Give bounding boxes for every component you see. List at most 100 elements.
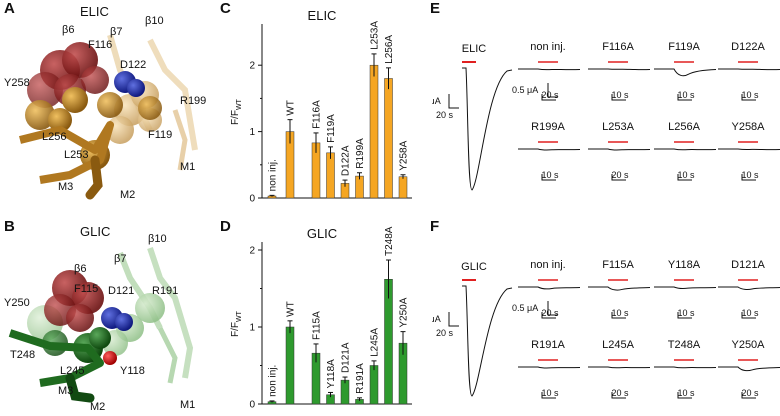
label-f119: F119 [148,129,172,141]
current-trace [654,366,717,369]
time-scale-label: 10 s [741,308,759,318]
panel-letter-a: A [4,0,15,17]
label-y258: Y258 [4,77,30,89]
current-trace [718,148,780,151]
glic-red-atom [103,351,117,365]
big-current-trace [462,285,513,397]
elic-m3-helix [19,121,114,184]
trace-label: R191A [531,339,565,351]
y-tick-label: 0 [249,194,255,205]
time-scale-bar [677,174,692,181]
time-scale-bar [741,392,756,399]
time-scale-label: 10 s [541,170,559,180]
current-trace [654,286,717,289]
bar-label: Y250A [399,297,410,327]
label-r199: R199 [180,95,206,107]
trace-label: L253A [602,121,634,133]
elic-beta10-strand [147,38,198,151]
label-d122: D122 [120,59,146,71]
big-current-trace [462,67,513,191]
current-trace [718,366,780,372]
elic-gold-sphere [97,92,123,118]
small-scale-bar [547,301,558,316]
label-b7: β7 [114,253,126,265]
panel-letter-e: E [430,0,441,17]
y-tick-label: 2 [249,246,255,257]
chart-title: GLIC [307,226,337,241]
glic-beta10-strand [147,247,194,379]
time-scale-label: 10 s [677,90,695,100]
time-scale-bar [541,312,556,319]
trace-label: F115A [602,259,634,271]
glic-blue-atom [115,313,133,331]
current-trace [518,148,581,151]
y-axis-label: F/FWT [230,310,243,337]
label-m1: M1 [180,161,195,173]
label-t248: T248 [10,349,35,361]
elic-gold-sphere [48,108,72,132]
current-trace [654,148,717,151]
bar-label: L256A [384,35,395,64]
trace-label: L245A [602,339,634,351]
time-scale-label: 20 s [541,90,559,100]
time-scale-bar [741,312,756,319]
time-scale-label: 10 s [541,388,559,398]
bar-label: WT [286,301,297,317]
label-b6: β6 [74,263,86,275]
elic-gold-sphere [138,96,162,120]
small-scale-y: 0.5 μA [512,303,538,313]
time-scale-label: 10 s [677,308,695,318]
label-f115: F115 [74,283,98,295]
current-trace [588,366,651,369]
label-m2: M2 [120,189,135,201]
time-scale-label: 10 s [741,90,759,100]
bar [369,365,379,405]
bar-label: R199A [355,138,366,169]
panel-letter-d: D [220,218,231,235]
trace-label: D122A [731,41,765,53]
time-scale-bar [611,94,626,101]
chart-title: ELIC [308,8,337,23]
bar-label: T248A [384,226,395,256]
trace-label: F116A [602,41,634,53]
bar [398,176,408,199]
glic-light-sphere [135,293,165,323]
bar-label: Y258A [399,140,410,170]
time-scale-label: 20 s [541,308,559,318]
time-scale-label: 20 s [611,170,629,180]
bar-label: F119A [326,114,337,143]
time-scale-bar [677,94,692,101]
time-scale-bar [541,392,556,399]
trace-label: T248A [668,339,701,351]
panel-letter-b: B [4,218,15,235]
trace-label: Y118A [668,259,701,271]
time-scale-bar [611,392,626,399]
label-m1: M1 [180,399,195,411]
y-tick-label: 1 [249,127,255,138]
time-scale-bar [611,174,626,181]
label-y118: Y118 [120,365,145,377]
trace-label: F119A [668,41,700,53]
glic-red-sphere [66,304,94,332]
current-trace [718,68,780,71]
bar-label: D121A [341,342,352,373]
big-trace-label: ELIC [462,43,487,55]
label-r191: R191 [152,285,178,297]
panel-letter-f: F [430,218,440,235]
label-d121: D121 [108,285,134,297]
label-b10: β10 [148,233,167,245]
glic-m1-helix [157,326,178,384]
current-trace [518,366,581,369]
y-tick-label: 0 [249,400,255,411]
elic-m2-helix [85,155,103,200]
big-trace-label: GLIC [461,261,487,273]
bar-label: F115A [312,311,323,340]
glic-structure: GLIC β6 β7 β10 Y250 F115 D121 R191 T248 … [4,224,195,413]
bar-label: D122A [341,145,352,176]
bar-label: R191A [355,363,366,394]
time-scale-bar [741,94,756,101]
time-scale-label: 10 s [611,90,629,100]
label-l253: L253 [64,149,88,161]
small-scale-bar [547,83,558,98]
bar [384,78,393,199]
